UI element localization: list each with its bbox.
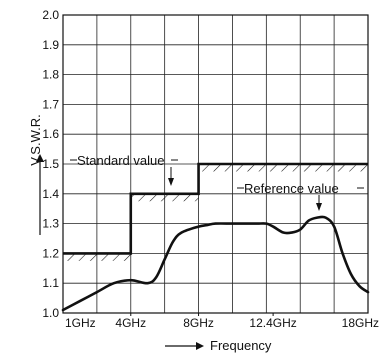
y-tick-label-5: 1.5 <box>42 157 59 171</box>
x-axis-arrow-head <box>196 342 204 350</box>
y-axis-arrow-head <box>36 154 44 162</box>
standard-hatch-band-2 <box>198 164 368 172</box>
x-tick-label-2: 8GHz <box>183 316 214 330</box>
plot-frame <box>62 14 369 314</box>
y-axis-ticks: 1.0 1.1 1.2 1.3 1.4 1.5 1.6 1.7 1.8 1.9 2.0 <box>42 8 59 320</box>
annotation-standard-value: Standard value <box>77 153 164 168</box>
y-tick-label-7: 1.7 <box>42 97 59 111</box>
y-tick-label-10: 2.0 <box>42 8 59 22</box>
standard-value-hatching <box>63 164 368 261</box>
reference-value-pointer-head <box>316 203 322 211</box>
x-tick-label-3: 12.4GHz <box>249 316 296 330</box>
x-axis-label: Frequency <box>210 338 272 353</box>
y-tick-label-6: 1.6 <box>42 127 59 141</box>
y-tick-label-8: 1.8 <box>42 68 59 82</box>
standard-hatch-band-1 <box>130 193 199 202</box>
standard-hatch-band-0 <box>63 253 131 261</box>
annotation-reference-value: Reference value <box>244 181 339 196</box>
x-tick-label-1: 4GHz <box>115 316 146 330</box>
y-tick-label-3: 1.3 <box>42 217 59 231</box>
x-axis-ticks: 1GHz 4GHz 8GHz 12.4GHz 18GHz <box>65 313 379 330</box>
series-standard-value-line <box>63 162 368 255</box>
y-tick-label-1: 1.1 <box>42 276 59 290</box>
x-tick-label-0: 1GHz <box>65 316 96 330</box>
x-tick-label-4: 18GHz <box>342 316 379 330</box>
y-axis-label: V.S.W.R. <box>28 114 43 166</box>
y-tick-label-0: 1.0 <box>42 306 59 320</box>
y-tick-label-2: 1.2 <box>42 246 59 260</box>
y-tick-label-4: 1.4 <box>42 187 59 201</box>
series <box>61 162 370 312</box>
standard-value-pointer-head <box>168 178 174 186</box>
y-tick-label-9: 1.9 <box>42 38 59 52</box>
series-reference-value-curve <box>61 215 370 312</box>
